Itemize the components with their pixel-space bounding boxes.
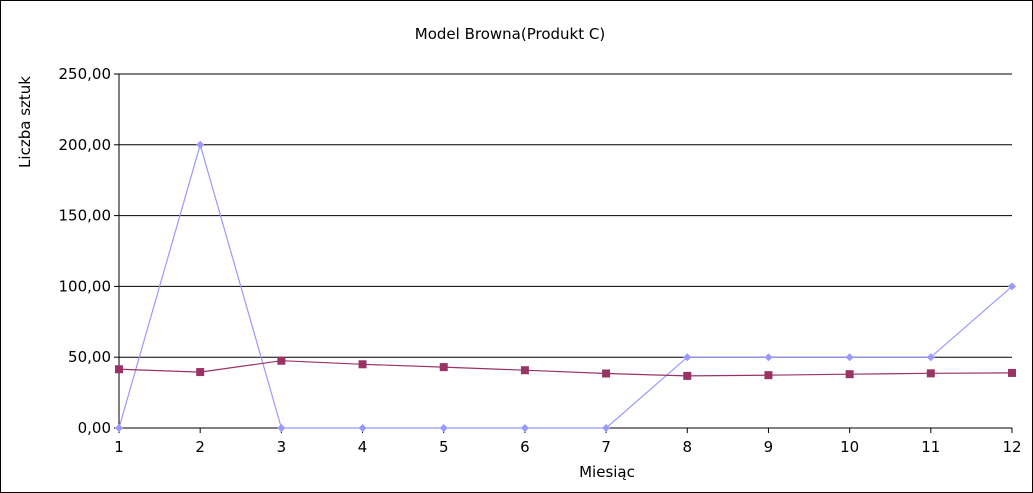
- x-tick-label-7: 8: [682, 438, 692, 456]
- x-axis-label: Miesiąc: [579, 463, 635, 481]
- series-0-point-7: [683, 353, 692, 362]
- axes: [114, 73, 1013, 433]
- series-0-point-1: [196, 140, 205, 149]
- series-group: [115, 140, 1016, 432]
- series-1-point-3: [358, 360, 367, 369]
- y-tick-label-2: 100,00: [59, 277, 112, 295]
- series-1-point-2: [277, 356, 286, 365]
- series-1-line: [118, 360, 1013, 377]
- series-0-point-10: [926, 353, 935, 362]
- x-tick-label-6: 7: [601, 438, 611, 456]
- series-1-point-10: [926, 369, 935, 378]
- x-tick-label-3: 4: [358, 438, 368, 456]
- series-0-point-9: [845, 353, 854, 362]
- series-1-point-11: [1008, 368, 1016, 377]
- series-0-point-2: [277, 424, 286, 432]
- x-tick-label-4: 5: [439, 438, 449, 456]
- series-0-point-8: [764, 353, 773, 362]
- y-tick-label-0: 0,00: [78, 419, 111, 437]
- gridlines: [119, 73, 1012, 358]
- x-tick-label-8: 9: [764, 438, 774, 456]
- x-tick-label-5: 6: [520, 438, 530, 456]
- y-axis-label: Liczba sztuk: [16, 76, 34, 168]
- series-1-point-8: [764, 371, 773, 380]
- x-tick-label-10: 11: [921, 438, 940, 456]
- series-1-point-9: [845, 370, 854, 379]
- x-tick-label-2: 3: [277, 438, 287, 456]
- series-1-point-0: [115, 365, 123, 374]
- series-0-line: [118, 142, 1013, 429]
- y-tick-label-3: 150,00: [59, 207, 112, 225]
- x-tick-label-9: 10: [840, 438, 859, 456]
- y-tick-label-1: 50,00: [68, 348, 111, 366]
- chart-title: Model Browna(Produkt C): [415, 25, 605, 43]
- y-tick-label-5: 250,00: [59, 65, 112, 83]
- series-1-point-4: [439, 363, 448, 372]
- series-1-point-1: [196, 368, 205, 377]
- series-1-point-5: [520, 366, 529, 375]
- series-0-point-4: [439, 424, 448, 432]
- series-1-point-6: [602, 369, 611, 378]
- x-tick-label-11: 12: [1002, 438, 1021, 456]
- x-tick-label-1: 2: [195, 438, 205, 456]
- series-1-point-7: [683, 371, 692, 380]
- series-0-point-3: [358, 424, 367, 432]
- series-0-point-5: [520, 424, 529, 432]
- series-0-point-0: [115, 424, 123, 432]
- series-0-point-6: [602, 424, 611, 432]
- series-0-point-11: [1008, 282, 1016, 291]
- y-tick-label-4: 200,00: [59, 136, 112, 154]
- x-tick-label-0: 1: [114, 438, 124, 456]
